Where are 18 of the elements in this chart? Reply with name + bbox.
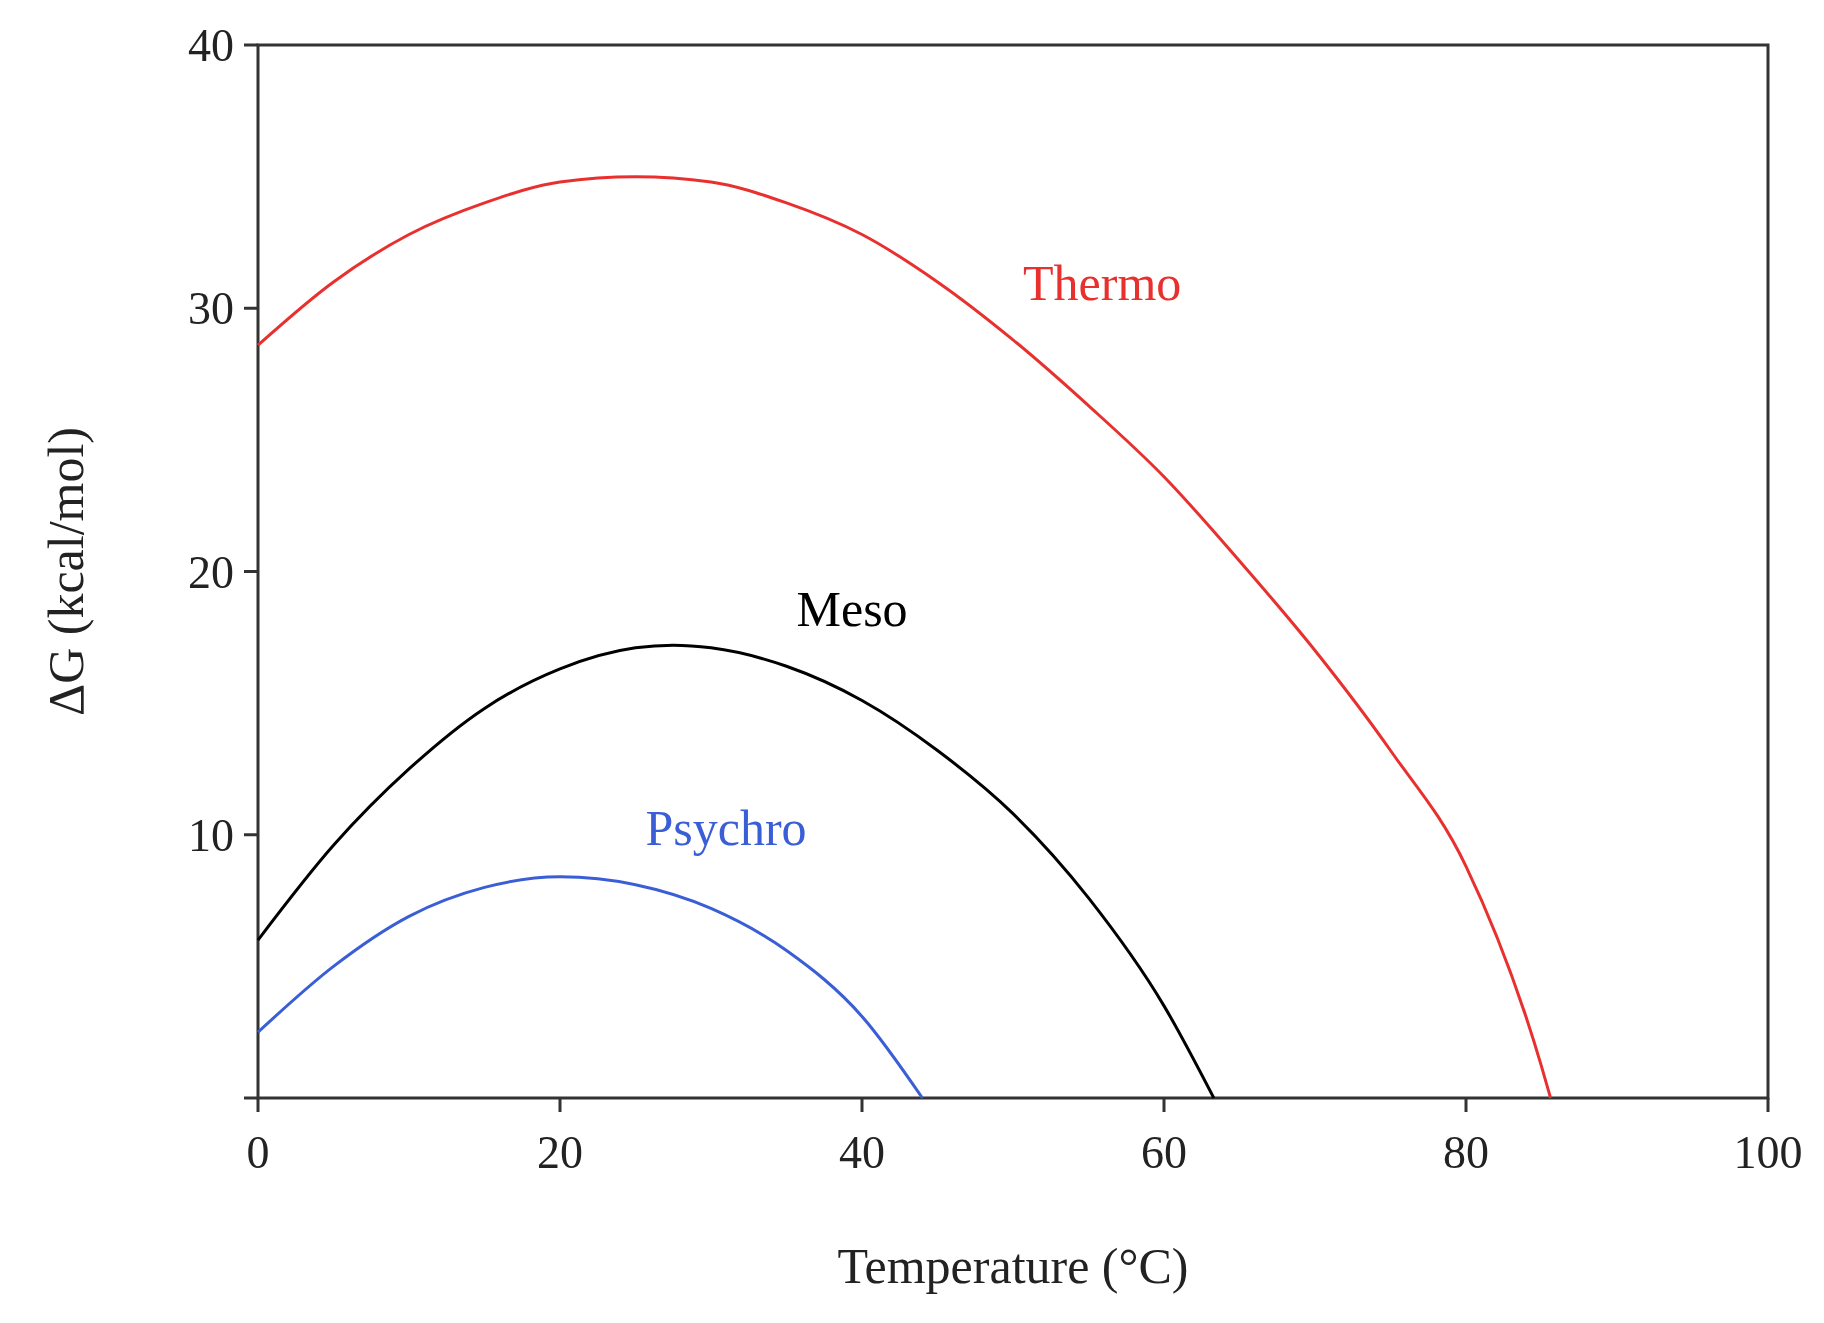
x-tick-label: 20 [537, 1127, 583, 1178]
y-axis-title: ΔG (kcal/mol) [38, 426, 94, 717]
series-label: Psychro [645, 799, 807, 856]
x-tick-label: 40 [839, 1127, 885, 1178]
y-tick-label: 30 [188, 283, 234, 335]
y-tick-label: 20 [188, 546, 234, 598]
y-tick-label: 40 [188, 20, 234, 72]
series-label: Thermo [1023, 254, 1182, 311]
x-tick-label: 100 [1733, 1127, 1803, 1178]
series-label: Meso [796, 581, 908, 638]
x-axis-title: Temperature (°C) [837, 1238, 1189, 1294]
line-series [256, 875, 924, 1100]
x-tick-label: 0 [246, 1127, 270, 1178]
x-tick-label: 80 [1443, 1127, 1489, 1178]
y-tick-label: 10 [188, 809, 234, 861]
line-series [256, 643, 1216, 1100]
x-tick-label: 60 [1141, 1127, 1187, 1178]
line-series [256, 175, 1553, 1100]
